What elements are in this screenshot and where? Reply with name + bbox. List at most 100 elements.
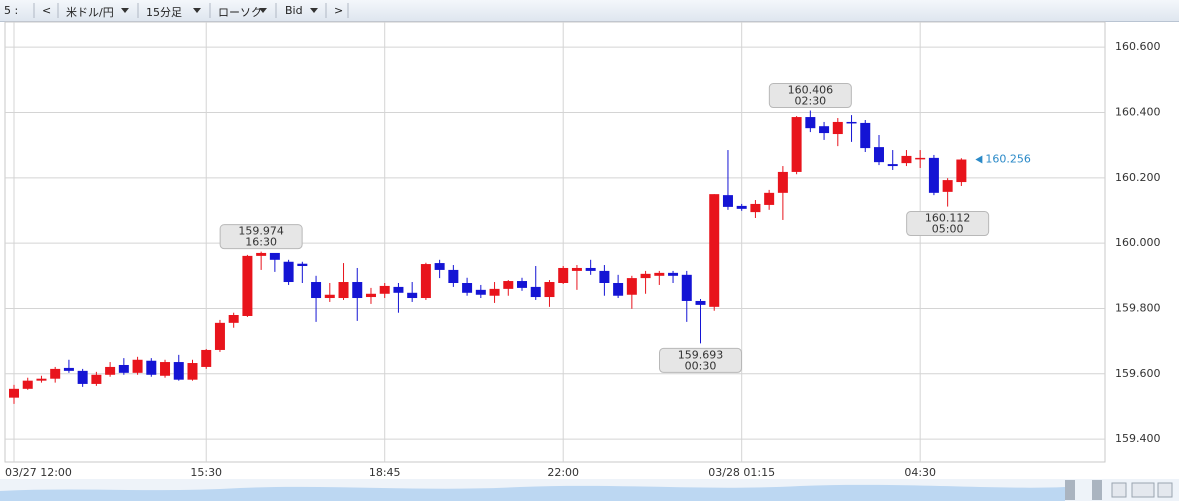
candle-body [558, 267, 569, 283]
candle-body [750, 203, 761, 213]
candle-body [352, 282, 363, 299]
annotation-value: 159.974 [238, 225, 284, 238]
plot-area [4, 21, 1106, 463]
candle-body [187, 363, 198, 380]
candle-body [407, 292, 418, 299]
candle-body [805, 117, 816, 129]
candle-body [668, 272, 679, 276]
symbol-select[interactable]: 米ドル/円 [66, 6, 114, 19]
chart: 159.400 159.600 159.800 160.000 160.200 160.4… [0, 21, 1179, 501]
annotation-box [906, 211, 990, 237]
candle-body [956, 159, 967, 183]
candle-body [613, 282, 624, 296]
candle-body [393, 286, 404, 293]
candle-body [160, 362, 171, 376]
candle-body [462, 282, 473, 293]
last-price-arrow [975, 155, 983, 164]
candle-body [571, 267, 582, 271]
annotation-time: 02:30 [794, 95, 826, 108]
candle-body [475, 289, 486, 295]
candle-body [448, 269, 459, 283]
interval-select[interactable]: 15分足 [146, 6, 182, 19]
navigator [0, 479, 1179, 501]
candle-body [722, 195, 733, 207]
candle-body [269, 252, 280, 260]
candle-body [324, 294, 335, 299]
candle-body [173, 362, 184, 380]
candle-body [942, 180, 953, 192]
candle-body [736, 205, 747, 209]
annotation-value: 160.406 [788, 84, 834, 97]
candle-body [777, 171, 788, 193]
candle-body [283, 261, 294, 283]
candle-body [681, 274, 692, 301]
candle-body [887, 164, 898, 167]
candle-body [132, 359, 143, 373]
toolbar: 5 : < 米ドル/円 15分足 ローソク Bid > [0, 0, 1179, 22]
annotation-time: 16:30 [245, 236, 277, 249]
annotation-time: 00:30 [685, 359, 717, 372]
price-type-select[interactable]: Bid [285, 4, 303, 17]
y-tick-label: 160.200 [1115, 171, 1161, 184]
x-tick-label: 03/28 01:15 [708, 466, 775, 479]
annotation-box [659, 347, 742, 373]
candle-body [819, 126, 830, 134]
chart-type-select[interactable]: ローソク [218, 6, 262, 19]
candle-body [146, 360, 157, 375]
candle-body [63, 367, 74, 371]
next-button[interactable]: > [334, 4, 344, 17]
y-tick-label: 159.600 [1115, 367, 1161, 380]
candle-body [118, 364, 129, 373]
annotation-time: 05:00 [932, 223, 964, 236]
candle-body [434, 263, 445, 270]
candle-body [9, 388, 19, 398]
y-tick-label: 159.800 [1115, 301, 1161, 314]
x-tick-label: 18:45 [369, 466, 401, 479]
candle-body [764, 192, 775, 205]
candle-body [256, 252, 267, 256]
candle-body [695, 300, 706, 305]
candle-body [544, 282, 555, 298]
candle-body [901, 155, 912, 164]
y-tick-label: 160.600 [1115, 40, 1161, 53]
candle-body [626, 278, 637, 295]
y-tick-label: 160.400 [1115, 105, 1161, 118]
window-number: 5 : [4, 4, 19, 17]
candle-body [36, 378, 47, 381]
last-price-label: 160.256 [985, 153, 1031, 166]
candle-body [105, 366, 116, 375]
annotation-value: 160.112 [925, 212, 971, 225]
candle-body [91, 374, 102, 384]
x-tick-label: 04:30 [904, 466, 936, 479]
candle-body [599, 270, 610, 283]
candle-body [517, 281, 528, 288]
candle-body [873, 147, 884, 163]
y-tick-label: 159.400 [1115, 432, 1161, 445]
x-tick-label: 22:00 [547, 466, 579, 479]
toolbar-icons [33, 3, 349, 18]
annotation-box [219, 224, 303, 250]
candle-body [915, 157, 926, 160]
prev-button[interactable]: < [42, 4, 52, 17]
candle-body [846, 121, 857, 124]
candle-body [77, 370, 88, 384]
candle-body [379, 285, 390, 294]
candle-body [22, 380, 33, 389]
candle-body [50, 368, 61, 379]
candle-body [860, 122, 871, 149]
candle-body [832, 121, 843, 135]
annotation-value: 159.693 [678, 348, 724, 361]
candle-body [214, 322, 225, 350]
x-tick-label: 15:30 [190, 466, 222, 479]
y-tick-label: 160.000 [1115, 236, 1161, 249]
candle-body [420, 264, 431, 299]
x-tick-label: 03/27 12:00 [5, 466, 72, 479]
candle-body [503, 281, 514, 289]
candle-body [338, 282, 349, 299]
candle-body [654, 272, 665, 276]
candle-body [640, 273, 651, 279]
candle-body [928, 157, 939, 193]
candle-body [530, 286, 541, 298]
candle-body [297, 263, 308, 267]
